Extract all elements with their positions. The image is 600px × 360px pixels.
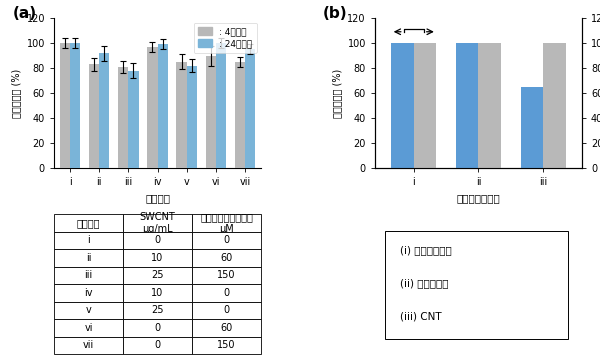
Bar — [414, 43, 436, 168]
Bar — [478, 43, 501, 168]
Text: (ii) リポソーム: (ii) リポソーム — [400, 278, 448, 288]
Text: (b): (b) — [323, 6, 348, 21]
Y-axis label: 細胞生存率 (%): 細胞生存率 (%) — [11, 68, 21, 118]
Bar — [70, 43, 80, 168]
Bar — [206, 55, 216, 168]
Y-axis label: 細胞生存率 (%): 細胞生存率 (%) — [332, 68, 342, 118]
Bar — [118, 67, 128, 168]
Bar — [235, 62, 245, 168]
Bar — [89, 64, 99, 168]
Bar — [521, 87, 543, 168]
Text: (i) ナノロボット: (i) ナノロボット — [400, 245, 452, 255]
Bar — [187, 66, 197, 168]
Text: (iii) CNT: (iii) CNT — [400, 311, 442, 321]
X-axis label: ナノ材料の種類: ナノ材料の種類 — [457, 193, 500, 203]
Bar — [99, 53, 109, 168]
Bar — [158, 44, 168, 168]
FancyBboxPatch shape — [385, 231, 568, 339]
Bar — [148, 47, 158, 168]
Bar — [543, 43, 566, 168]
Text: (a): (a) — [13, 6, 37, 21]
Bar — [391, 43, 414, 168]
Bar — [176, 62, 187, 168]
Bar — [456, 43, 478, 168]
Bar — [128, 71, 139, 168]
Bar — [245, 49, 255, 168]
X-axis label: 実験条件: 実験条件 — [145, 193, 170, 203]
Bar — [60, 43, 70, 168]
Bar — [216, 43, 226, 168]
Legend: : 4時間後, : 24時間後: : 4時間後, : 24時間後 — [194, 23, 257, 53]
